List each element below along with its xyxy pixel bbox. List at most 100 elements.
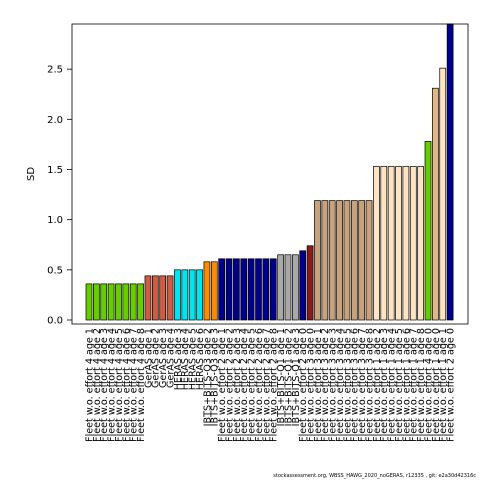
bar	[306, 245, 314, 321]
x-category-label: HERAS age 6	[195, 328, 206, 390]
bar	[166, 275, 174, 321]
x-category-label: Fleet w.o. effort 3 age 3	[328, 328, 339, 442]
bar	[314, 200, 321, 321]
bar	[255, 258, 262, 321]
x-category-label: Fleet w.o. effort 1 age 3	[379, 328, 390, 442]
x-category-label: Fleet w.o. effort 1 age 7	[409, 328, 420, 442]
x-category-label: Fleet w.o. effort 2 age 6	[254, 328, 265, 442]
bar	[373, 166, 380, 321]
x-category-label: Fleet w.o. effort 1 age 4	[387, 328, 398, 442]
y-tick-label: 0.5	[47, 265, 63, 276]
x-category-label: GerAS age 2	[151, 328, 162, 388]
x-category-label: Fleet w.o. effort 2 age 8	[269, 328, 280, 442]
x-category-label: Fleet w.o. effort 4 age 4	[107, 328, 118, 442]
bar	[159, 275, 167, 321]
bar	[181, 269, 189, 321]
x-category-label: Fleet w.o. effort 2 age 7	[261, 328, 272, 442]
y-tick-label: 2.0	[47, 115, 63, 126]
bar	[137, 283, 144, 321]
x-category-label: Fleet w.o. effort 4 age 5	[114, 328, 125, 442]
x-category-label: Fleet w.o. effort 4 age 0	[423, 328, 434, 442]
bar	[247, 258, 255, 321]
x-category-label: Fleet w.o. effort 3 age 4	[335, 328, 346, 442]
bar	[233, 258, 240, 321]
x-category-label: HERAS age 3	[173, 328, 184, 390]
bar	[218, 258, 226, 321]
x-category-label: Fleet w.o. effort 3 age 5	[342, 328, 353, 442]
bar	[328, 200, 336, 321]
x-category-label: Fleet w.o. effort 3 age 7	[357, 328, 368, 442]
bar	[115, 283, 122, 321]
y-tick-label: 1.5	[47, 165, 63, 176]
bar	[85, 283, 93, 321]
bar	[225, 258, 233, 321]
bar	[240, 258, 248, 321]
bar	[424, 141, 432, 321]
x-category-label: Fleet w.o. effort 4 age 3	[99, 328, 110, 442]
x-category-label: Fleet w.o. effort 2 age 2	[224, 328, 235, 442]
bar	[284, 254, 292, 321]
x-category-label: Fleet w.o. effort 1 age 0	[431, 328, 442, 442]
x-category-label: Fleet w.o. effort 3 age 1	[313, 328, 324, 442]
y-axis: 0.0 0.5 1.0 1.5 2.0 2.5	[47, 65, 72, 327]
bar	[277, 254, 284, 321]
bar	[100, 283, 108, 321]
y-tick-label: 1.0	[47, 215, 63, 226]
bar	[129, 283, 137, 321]
x-category-label: Fleet w.o. effort 4 age 7	[129, 328, 140, 442]
bar	[122, 283, 130, 321]
x-category-label: Fleet w.o. effort 4 age 6	[121, 328, 132, 442]
bar	[380, 166, 388, 321]
bar	[446, 23, 454, 321]
x-category-label: Fleet w.o. effort 3 age 8	[364, 328, 375, 442]
x-category-label: IBTS+BITS-Q1 age 3	[291, 328, 302, 426]
x-category-label: Fleet w.o. effort 1 age 2	[372, 328, 383, 442]
bar	[107, 283, 115, 321]
bar	[365, 200, 373, 321]
x-category-label: Fleet w.o. effort 4 age 8	[136, 328, 147, 442]
x-category-label: IBTS+BITS-Q1 age 1	[276, 328, 287, 426]
x-category-label: IBTS+BITS-Q1 age 2	[283, 328, 294, 426]
y-tick-label: 2.5	[47, 65, 63, 76]
bar-group	[85, 23, 454, 321]
x-category-label: Fleet w.o. effort 1 age 6	[401, 328, 412, 442]
x-category-label: Fleet w.o. effort 2 age 1	[217, 328, 228, 442]
x-category-label: Fleet w.o. effort 4 age 1	[84, 328, 95, 442]
bar	[151, 275, 159, 321]
footer-source-note: stockassessment.org, WBSS_HAWG_2020_noGE…	[273, 473, 476, 479]
bar	[203, 261, 211, 321]
bar	[439, 67, 447, 321]
x-category-label: Fleet w.o. effort 2 age 0	[298, 328, 309, 442]
x-category-label: Fleet w.o. effort 1 age 5	[394, 328, 405, 442]
bar	[292, 254, 299, 321]
bar	[174, 269, 181, 321]
bar	[188, 269, 196, 321]
bar	[262, 258, 270, 321]
bar	[144, 275, 152, 321]
bar	[358, 200, 366, 321]
bar	[210, 261, 218, 321]
bar	[350, 200, 358, 321]
bar	[299, 250, 307, 321]
bar	[269, 258, 277, 321]
bar	[321, 200, 329, 321]
bar	[93, 283, 100, 321]
x-category-label: Fleet w.o. effort 2 age 0	[446, 328, 457, 442]
x-category-label: GerAS age 4	[165, 328, 176, 388]
x-category-label: IBTS+BITS-Q3 age 3	[210, 328, 221, 426]
x-category-label: Fleet w.o. effort 3 age 0	[306, 328, 317, 442]
x-category-label: HERAS age 5	[188, 328, 199, 390]
x-category-label: Fleet w.o. effort 4 age 2	[92, 328, 103, 442]
bar	[196, 269, 203, 321]
bar	[409, 166, 417, 321]
bar	[417, 166, 424, 321]
x-category-label: Fleet w.o. effort 1 age 1	[438, 328, 449, 442]
bar	[387, 166, 395, 321]
y-tick-label: 0.0	[47, 316, 63, 327]
x-category-label: GerAS age 1	[143, 328, 154, 388]
x-category-label: IBTS+BITS-Q3 age 2	[202, 328, 213, 426]
plot-frame	[71, 23, 469, 325]
x-category-label: Fleet w.o. effort 1 age 8	[416, 328, 427, 442]
